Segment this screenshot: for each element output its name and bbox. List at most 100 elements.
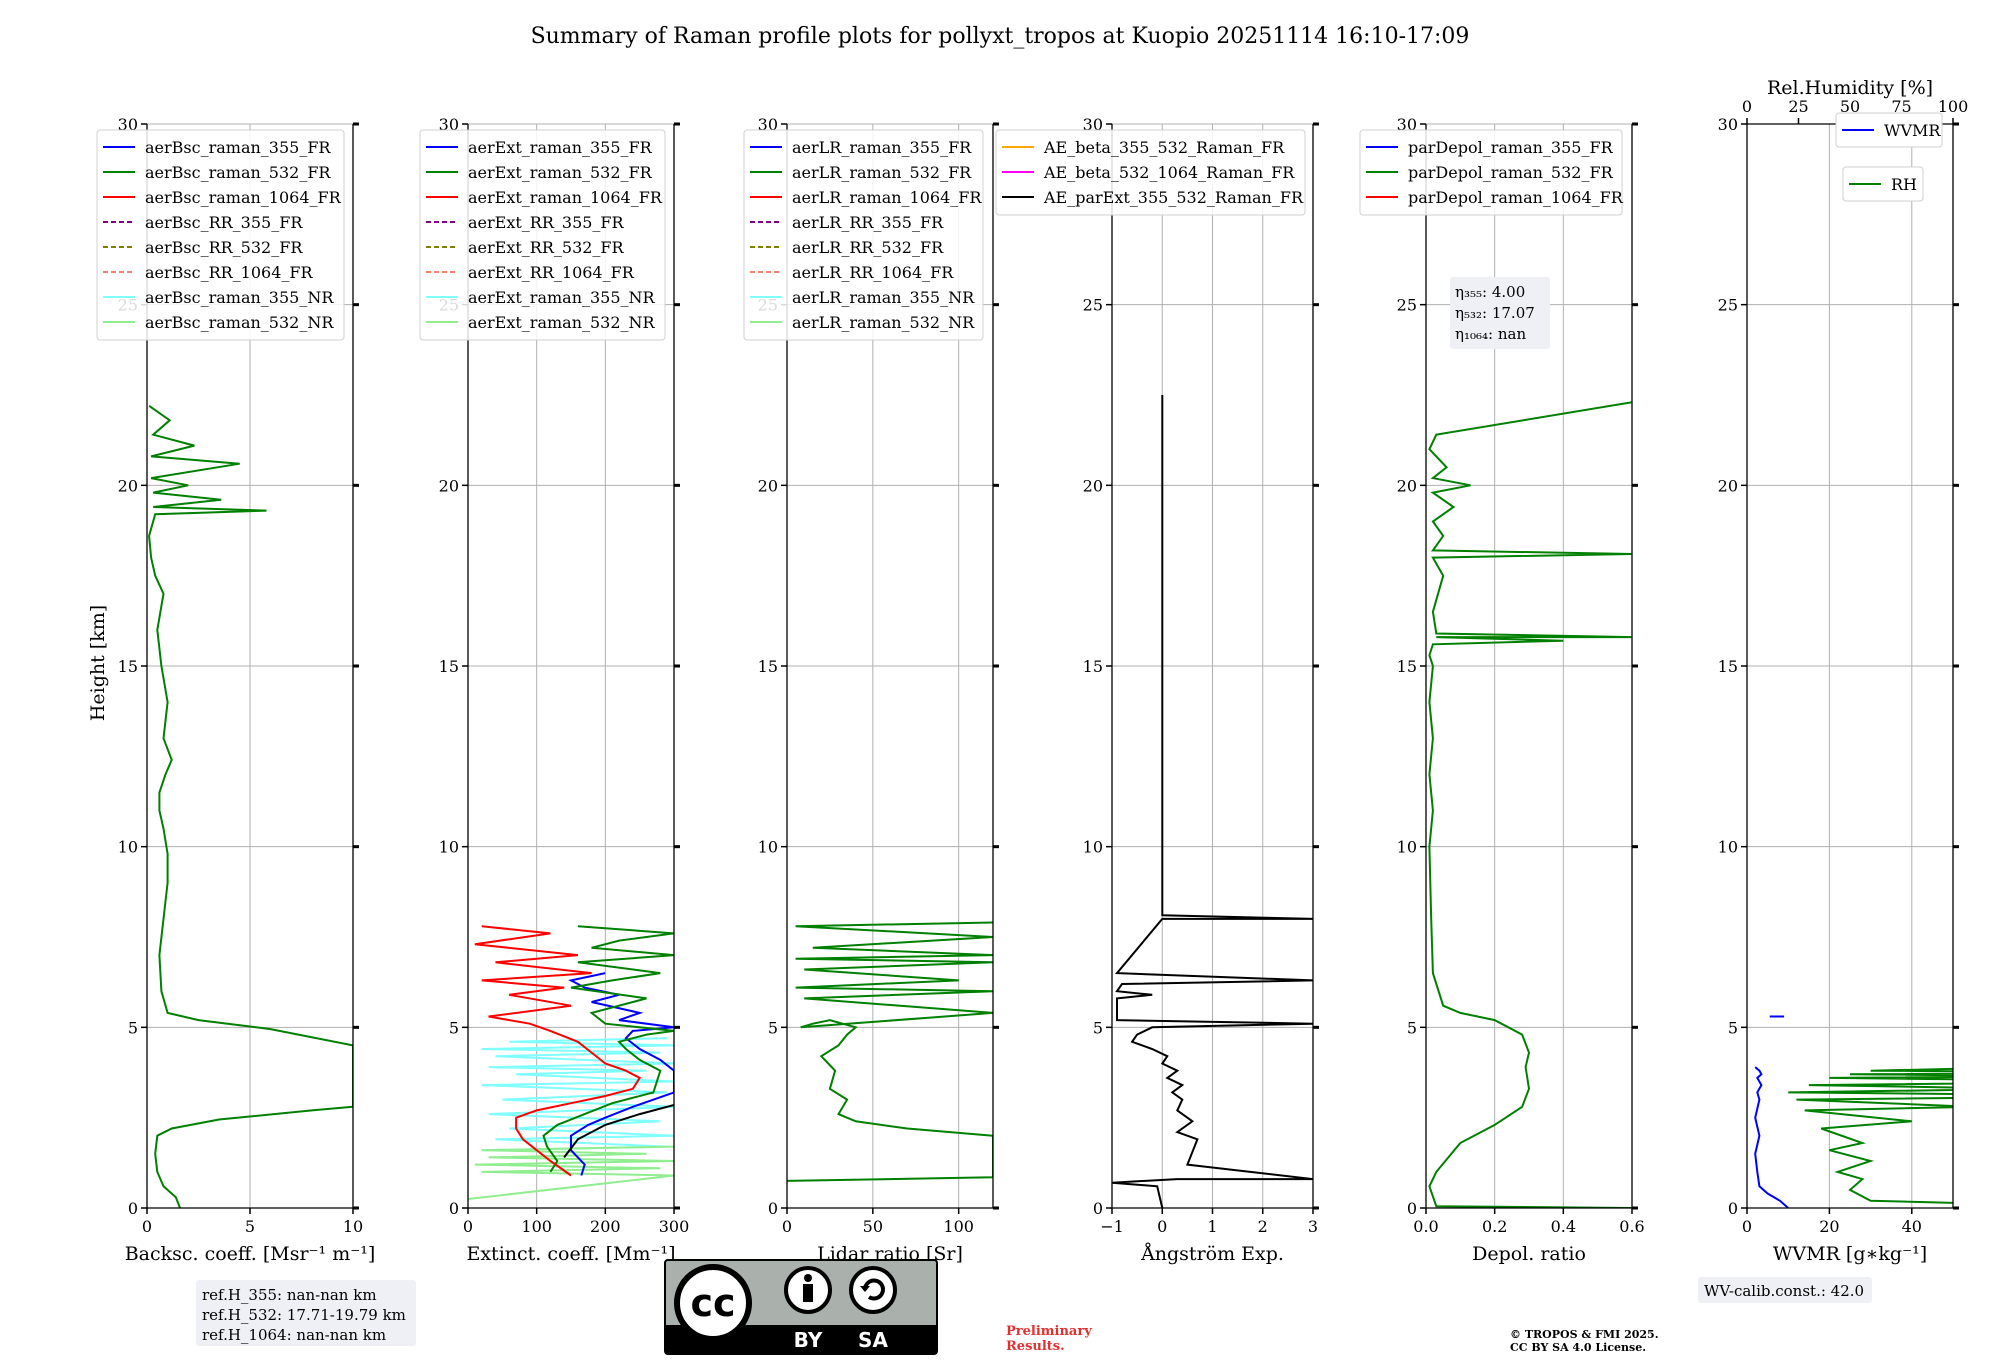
xtick-label: 0 [1157,1217,1167,1236]
legend-box [1359,129,1623,216]
legend-entry: aerLR_RR_532_FR [792,238,944,257]
legend-box [419,129,666,341]
legend-entry: aerExt_raman_532_NR [468,313,656,332]
ytick-label: 10 [439,838,459,857]
legend-entry: aerBsc_RR_355_FR [145,213,303,232]
xtick-label: 0 [463,1217,473,1236]
ytick-label: 0 [1728,1199,1738,1218]
ytick-label: 10 [1083,838,1103,857]
legend-entry: aerExt_raman_355_NR [468,288,656,307]
legend-entry: aerBsc_RR_532_FR [145,238,303,257]
ytick-label: 20 [439,476,459,495]
legend-bsc: aerBsc_raman_355_FR aerBsc_raman_532_FRae… [96,129,345,341]
top-xtick-label: 75 [1891,97,1911,116]
xaxis-label: Backsc. coeff. [Msr⁻¹ m⁻¹] [125,1243,376,1265]
panel-lr: 051015202530050100Lidar ratio [Sr]aerLR_… [743,115,999,1265]
legend-entry: aerLR_raman_532_NR [792,313,975,332]
xtick-label: 0.4 [1551,1217,1576,1236]
legend-entry: parDepol_raman_355_FR [1408,138,1614,157]
xtick-label: 0 [142,1217,152,1236]
xtick-label: 10 [343,1217,363,1236]
by-text: BY [794,1328,823,1352]
ytick-label: 5 [768,1018,778,1037]
legend-entry: AE_parExt_355_532_Raman_FR [1043,188,1304,207]
eta-532: η₅₃₂: 17.07 [1455,304,1535,322]
ytick-label: 10 [758,838,778,857]
ytick-label: 0 [1093,1199,1103,1218]
series-aerExt_raman_532_FR [542,925,674,1173]
cc-text: cc [690,1281,735,1325]
ytick-label: 0 [449,1199,459,1218]
series-aerExt_raman_355_FR [568,972,674,1176]
preliminary-line2: Results. [1006,1339,1065,1354]
legend-box [1835,112,1943,148]
legend-entry: aerLR_RR_1064_FR [792,263,954,282]
ytick-label: 5 [449,1018,459,1037]
series-aerExt_raman_1064_FR [474,925,642,1177]
legend-entry: aerExt_raman_1064_FR [468,188,663,207]
xtick-label: 40 [1902,1217,1922,1236]
copyright-line1: © TROPOS & FMI 2025. [1510,1328,1659,1341]
sa-sharealike-icon [849,1266,897,1314]
ytick-label: 15 [1397,657,1417,676]
top-xtick-label: 100 [1938,97,1969,116]
ytick-label: 15 [1083,657,1103,676]
series-parDepol_raman_532_FR [1428,401,1632,1208]
ytick-label: 30 [1083,115,1103,134]
ytick-label: 25 [1718,296,1738,315]
xtick-label: 5 [245,1217,255,1236]
ytick-label: 5 [1093,1018,1103,1037]
xaxis-label: Ångström Exp. [1140,1243,1284,1265]
top-xtick-label: 0 [1742,97,1752,116]
xtick-label: 20 [1819,1217,1839,1236]
legend-entry: aerLR_raman_1064_FR [792,188,982,207]
top-xtick-label: 50 [1840,97,1860,116]
refh-annotation: ref.H_355: nan-nan km ref.H_532: 17.71-1… [196,1280,416,1346]
legend-entry: aerLR_raman_355_NR [792,288,975,307]
series-WVMR [1754,1066,1789,1208]
preliminary-line1: Preliminary [1006,1324,1092,1339]
legend-entry: aerBsc_RR_1064_FR [145,263,314,282]
ytick-label: 5 [1728,1018,1738,1037]
legend-entry: aerBsc_raman_355_NR [145,288,334,307]
legend-box [995,129,1306,216]
ytick-label: 20 [1083,476,1103,495]
legend-entry: aerExt_raman_355_FR [468,138,653,157]
legend-entry: parDepol_raman_1064_FR [1408,188,1624,207]
eta-1064: η₁₀₆₄: nan [1455,325,1526,343]
legend-entry: aerBsc_raman_1064_FR [145,188,342,207]
ytick-label: 10 [1718,838,1738,857]
series-aerLR_raman_532_FR [787,921,993,1182]
legend-entry: aerExt_RR_1064_FR [468,263,635,282]
eta-annotation: η₃₅₅: 4.00 η₅₃₂: 17.07 η₁₀₆₄: nan [1450,277,1550,349]
ytick-label: 25 [1083,296,1103,315]
legend-box [743,129,984,341]
legend-box [96,129,345,341]
xtick-label: 0 [1742,1217,1752,1236]
xtick-label: 50 [863,1217,883,1236]
refh-532: ref.H_532: 17.71-19.79 km [202,1306,406,1324]
ytick-label: 30 [1397,115,1417,134]
xtick-label: 100 [943,1217,974,1236]
copyright-note: © TROPOS & FMI 2025. CC BY SA 4.0 Licens… [1510,1328,1659,1354]
wv-calib-const: WV-calib.const.: 42.0 [1704,1282,1864,1300]
xtick-label: 1 [1207,1217,1217,1236]
series-aerExt_raman_532_NR [468,1145,674,1200]
series-AE_parExt_355_532_Raman_FR [1112,395,1313,1208]
legend-ae: AE_beta_355_532_Raman_FR AE_beta_532_1064… [995,129,1306,216]
eta-355: η₃₅₅: 4.00 [1455,283,1525,301]
xtick-label: 0.6 [1619,1217,1644,1236]
legend-entry: WVMR [1884,121,1941,140]
legend-lr: aerLR_raman_355_FR aerLR_raman_532_FR aerL… [743,129,984,341]
ytick-label: 0 [1407,1199,1417,1218]
ytick-label: 5 [128,1018,138,1037]
ytick-label: 30 [1718,115,1738,134]
legend-box [1842,166,1924,202]
ytick-label: 10 [118,838,138,857]
ytick-label: 20 [118,476,138,495]
panel-bsc: 0510152025300510Backsc. coeff. [Msr⁻¹ m⁻… [96,115,376,1265]
ytick-label: 10 [1397,838,1417,857]
